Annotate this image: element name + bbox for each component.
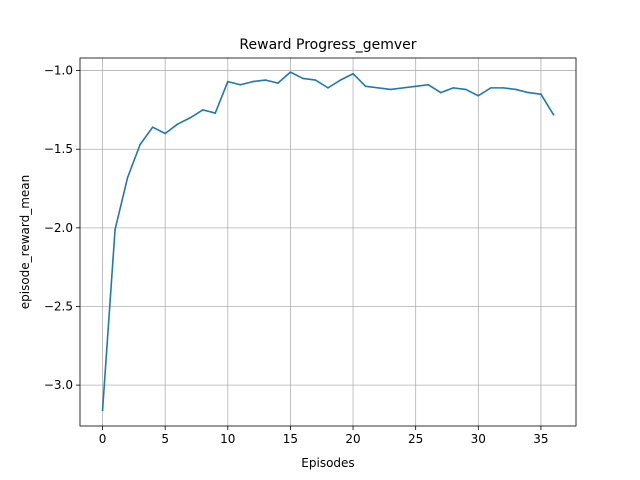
data-point [164,132,166,135]
data-point [490,87,492,89]
tick-layer: 0 5 10 15 20 25 30 35 −3.0 −2.5 −2.0 −1.5 −1.0 [44,64,549,446]
data-point [439,91,442,94]
x-tick-label: 25 [408,432,423,446]
data-point [352,72,354,75]
data-point [377,87,379,89]
data-point [314,79,317,81]
x-tick-label: 30 [471,432,486,446]
y-tick-label: −2.0 [44,221,73,235]
grid [80,58,576,426]
data-point [414,85,417,88]
x-tick-label: 20 [345,432,360,446]
y-tick-label: −2.5 [44,299,73,313]
data-point [540,93,542,95]
data-point [402,87,404,89]
data-point [214,112,217,114]
data-point [389,88,392,91]
x-tick-label: 15 [283,432,298,446]
series-layer [101,71,555,412]
data-point [477,94,480,97]
data-point [151,126,154,128]
data-point [302,77,304,80]
data-point [101,409,104,412]
data-point [252,80,254,83]
data-point [364,85,367,88]
data-point [427,83,430,86]
data-point [289,71,292,73]
data-point [339,79,342,81]
y-tick-label: −1.0 [44,64,73,78]
data-point [189,116,192,119]
data-point [464,88,467,91]
data-point [502,87,505,89]
data-point [139,143,141,146]
data-point [226,80,229,83]
x-tick-label: 0 [99,432,107,446]
data-point [264,79,267,81]
plot-frame [79,57,577,427]
data-point [201,109,204,111]
x-tick-label: 10 [220,432,235,446]
y-axis-title: episode_reward_mean [18,175,32,310]
y-tick-label: −1.5 [44,142,73,156]
x-tick-label: 35 [533,432,548,446]
x-axis-title: Episodes [301,456,354,470]
data-point [277,82,279,84]
data-point [452,87,455,89]
chart-title: Reward Progress_gemver [239,37,416,53]
data-point [126,176,129,179]
data-point [239,83,242,86]
data-point [327,87,329,89]
data-point [552,113,555,116]
data-point [515,88,517,91]
data-point [176,123,179,125]
data-point [114,228,116,231]
x-tick-label: 5 [161,432,169,446]
y-tick-label: −3.0 [44,378,73,392]
data-point [527,91,530,94]
